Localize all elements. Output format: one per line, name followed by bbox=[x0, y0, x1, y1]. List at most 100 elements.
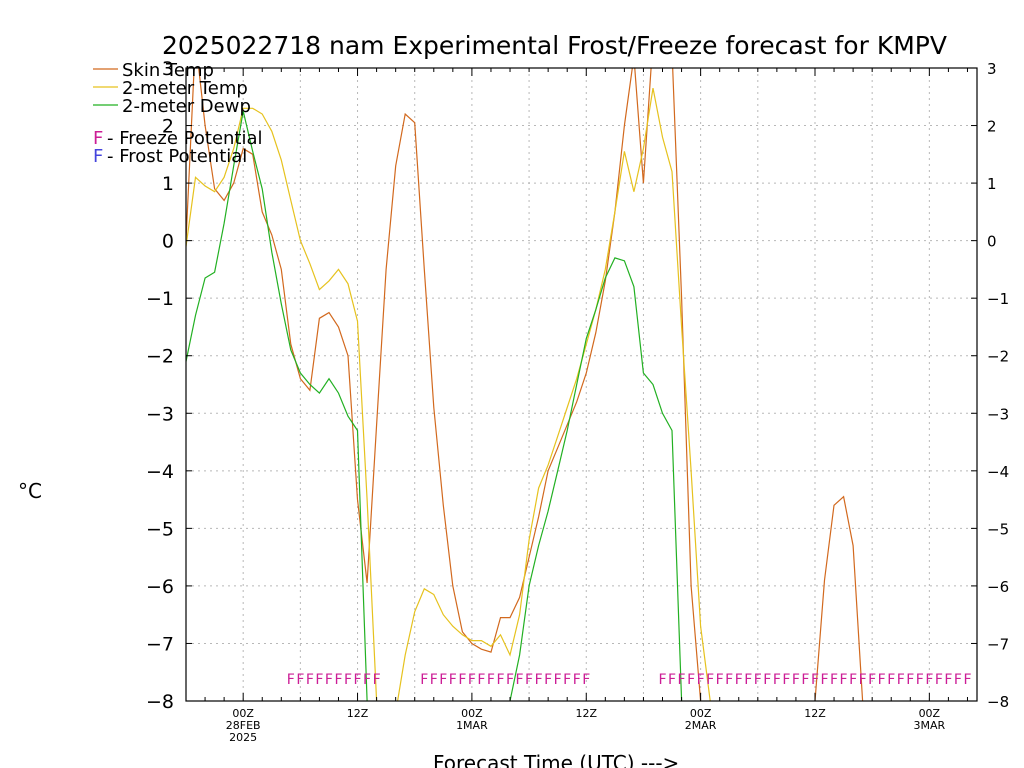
freeze-marker: F bbox=[430, 672, 438, 688]
freeze-marker: F bbox=[544, 672, 552, 688]
y-tick-label-right: −2 bbox=[987, 348, 1009, 366]
y-tick-label-left: −3 bbox=[146, 403, 174, 425]
freeze-marker: F bbox=[849, 672, 857, 688]
freeze-marker: F bbox=[334, 672, 342, 688]
legend-label: Skin Temp bbox=[122, 60, 214, 81]
freeze-marker: F bbox=[916, 672, 924, 688]
freeze-marker: F bbox=[868, 672, 876, 688]
y-tick-label-right: −4 bbox=[987, 463, 1009, 481]
series-lines bbox=[186, 68, 864, 701]
freeze-marker: F bbox=[582, 672, 590, 688]
y-tick-label-right: −6 bbox=[987, 578, 1009, 596]
y-tick-label-left: −2 bbox=[146, 346, 174, 368]
freeze-marker: F bbox=[906, 672, 914, 688]
freeze-marker: F bbox=[697, 672, 705, 688]
series-line bbox=[186, 87, 711, 701]
x-tick-label: 2025 bbox=[229, 731, 257, 744]
freeze-marker: F bbox=[658, 672, 666, 688]
freeze-marker: F bbox=[325, 672, 333, 688]
x-axis-label: Forecast Time (UTC) ---> bbox=[433, 751, 679, 768]
y-tick-label-left: −4 bbox=[146, 461, 174, 483]
freeze-marker: F bbox=[925, 672, 933, 688]
series-line bbox=[186, 68, 864, 701]
y-tick-label-right: −3 bbox=[987, 405, 1009, 423]
legend-potential-letter: F bbox=[93, 128, 103, 149]
legend-potential-letter: F bbox=[93, 146, 103, 167]
freeze-marker: F bbox=[782, 672, 790, 688]
freeze-marker: F bbox=[296, 672, 304, 688]
y-tick-label-left: −1 bbox=[146, 288, 174, 310]
y-tick-label-left: 3 bbox=[162, 58, 174, 80]
x-tick-label: 1MAR bbox=[456, 719, 488, 732]
y-tick-label-left: −8 bbox=[146, 691, 174, 713]
x-tick-label: 12Z bbox=[575, 707, 597, 720]
freeze-marker: F bbox=[535, 672, 543, 688]
x-tick-label: 3MAR bbox=[914, 719, 946, 732]
freeze-marker: F bbox=[420, 672, 428, 688]
freeze-marker: F bbox=[563, 672, 571, 688]
series-line bbox=[186, 111, 683, 701]
x-tick-label: 12Z bbox=[804, 707, 826, 720]
freeze-marker: F bbox=[487, 672, 495, 688]
y-tick-label-left: 2 bbox=[162, 116, 174, 138]
freeze-marker: F bbox=[773, 672, 781, 688]
x-tick-label: 28FEB bbox=[226, 719, 261, 732]
freeze-marker: F bbox=[725, 672, 733, 688]
y-tick-label-right: 2 bbox=[987, 118, 997, 136]
x-tick-label: 00Z bbox=[690, 707, 712, 720]
freeze-marker: F bbox=[820, 672, 828, 688]
y-tick-labels: 3 3 2 2 1 1 0 0 −1 −1 −2 −2 −3 −3 −4 −4 −5 −5 −6 −6 −7 −7 −8 −8 bbox=[146, 58, 1009, 713]
freeze-marker: F bbox=[754, 672, 762, 688]
freeze-marker: F bbox=[354, 672, 362, 688]
freeze-marker: F bbox=[801, 672, 809, 688]
freeze-marker: F bbox=[439, 672, 447, 688]
legend-potential-label: - Frost Potential bbox=[107, 146, 247, 167]
legend-potential-label: - Freeze Potential bbox=[107, 128, 263, 149]
freeze-marker: F bbox=[935, 672, 943, 688]
freeze-marker: F bbox=[344, 672, 352, 688]
freeze-marker: F bbox=[468, 672, 476, 688]
x-tick-label: 00Z bbox=[919, 707, 941, 720]
freeze-marker: F bbox=[878, 672, 886, 688]
plot-frame bbox=[185, 67, 978, 702]
y-tick-label-right: −1 bbox=[987, 290, 1009, 308]
freeze-marker: F bbox=[458, 672, 466, 688]
y-tick-label-left: −5 bbox=[146, 518, 174, 540]
freeze-marker: F bbox=[287, 672, 295, 688]
x-tick-label: 2MAR bbox=[685, 719, 717, 732]
freeze-marker: F bbox=[554, 672, 562, 688]
freeze-marker: F bbox=[678, 672, 686, 688]
freeze-marker: F bbox=[735, 672, 743, 688]
freeze-marker: F bbox=[716, 672, 724, 688]
y-tick-label-left: −6 bbox=[146, 576, 174, 598]
freeze-marker: F bbox=[449, 672, 457, 688]
freeze-marker: F bbox=[840, 672, 848, 688]
freeze-marker: F bbox=[763, 672, 771, 688]
freeze-marker: F bbox=[506, 672, 514, 688]
freeze-marker: F bbox=[811, 672, 819, 688]
freeze-marker: F bbox=[830, 672, 838, 688]
chart-title: 2025022718 nam Experimental Frost/Freeze… bbox=[162, 31, 947, 60]
freeze-marker: F bbox=[792, 672, 800, 688]
y-tick-label-left: 1 bbox=[162, 173, 174, 195]
freeze-marker: F bbox=[516, 672, 524, 688]
y-tick-label-right: −5 bbox=[987, 520, 1009, 538]
legend-label: 2-meter Temp bbox=[122, 78, 248, 99]
freeze-marker: F bbox=[944, 672, 952, 688]
y-tick-label-right: −8 bbox=[987, 693, 1009, 711]
freeze-marker: F bbox=[859, 672, 867, 688]
x-tick-label: 12Z bbox=[347, 707, 369, 720]
y-axis-label: °C bbox=[18, 479, 42, 503]
y-tick-label-right: 1 bbox=[987, 175, 997, 193]
freeze-marker: F bbox=[496, 672, 504, 688]
y-tick-label-left: 0 bbox=[162, 231, 174, 253]
freeze-marker: F bbox=[373, 672, 381, 688]
x-tick-label: 00Z bbox=[461, 707, 483, 720]
y-tick-label-right: −7 bbox=[987, 635, 1009, 653]
freeze-marker: F bbox=[306, 672, 314, 688]
freeze-marker: F bbox=[525, 672, 533, 688]
